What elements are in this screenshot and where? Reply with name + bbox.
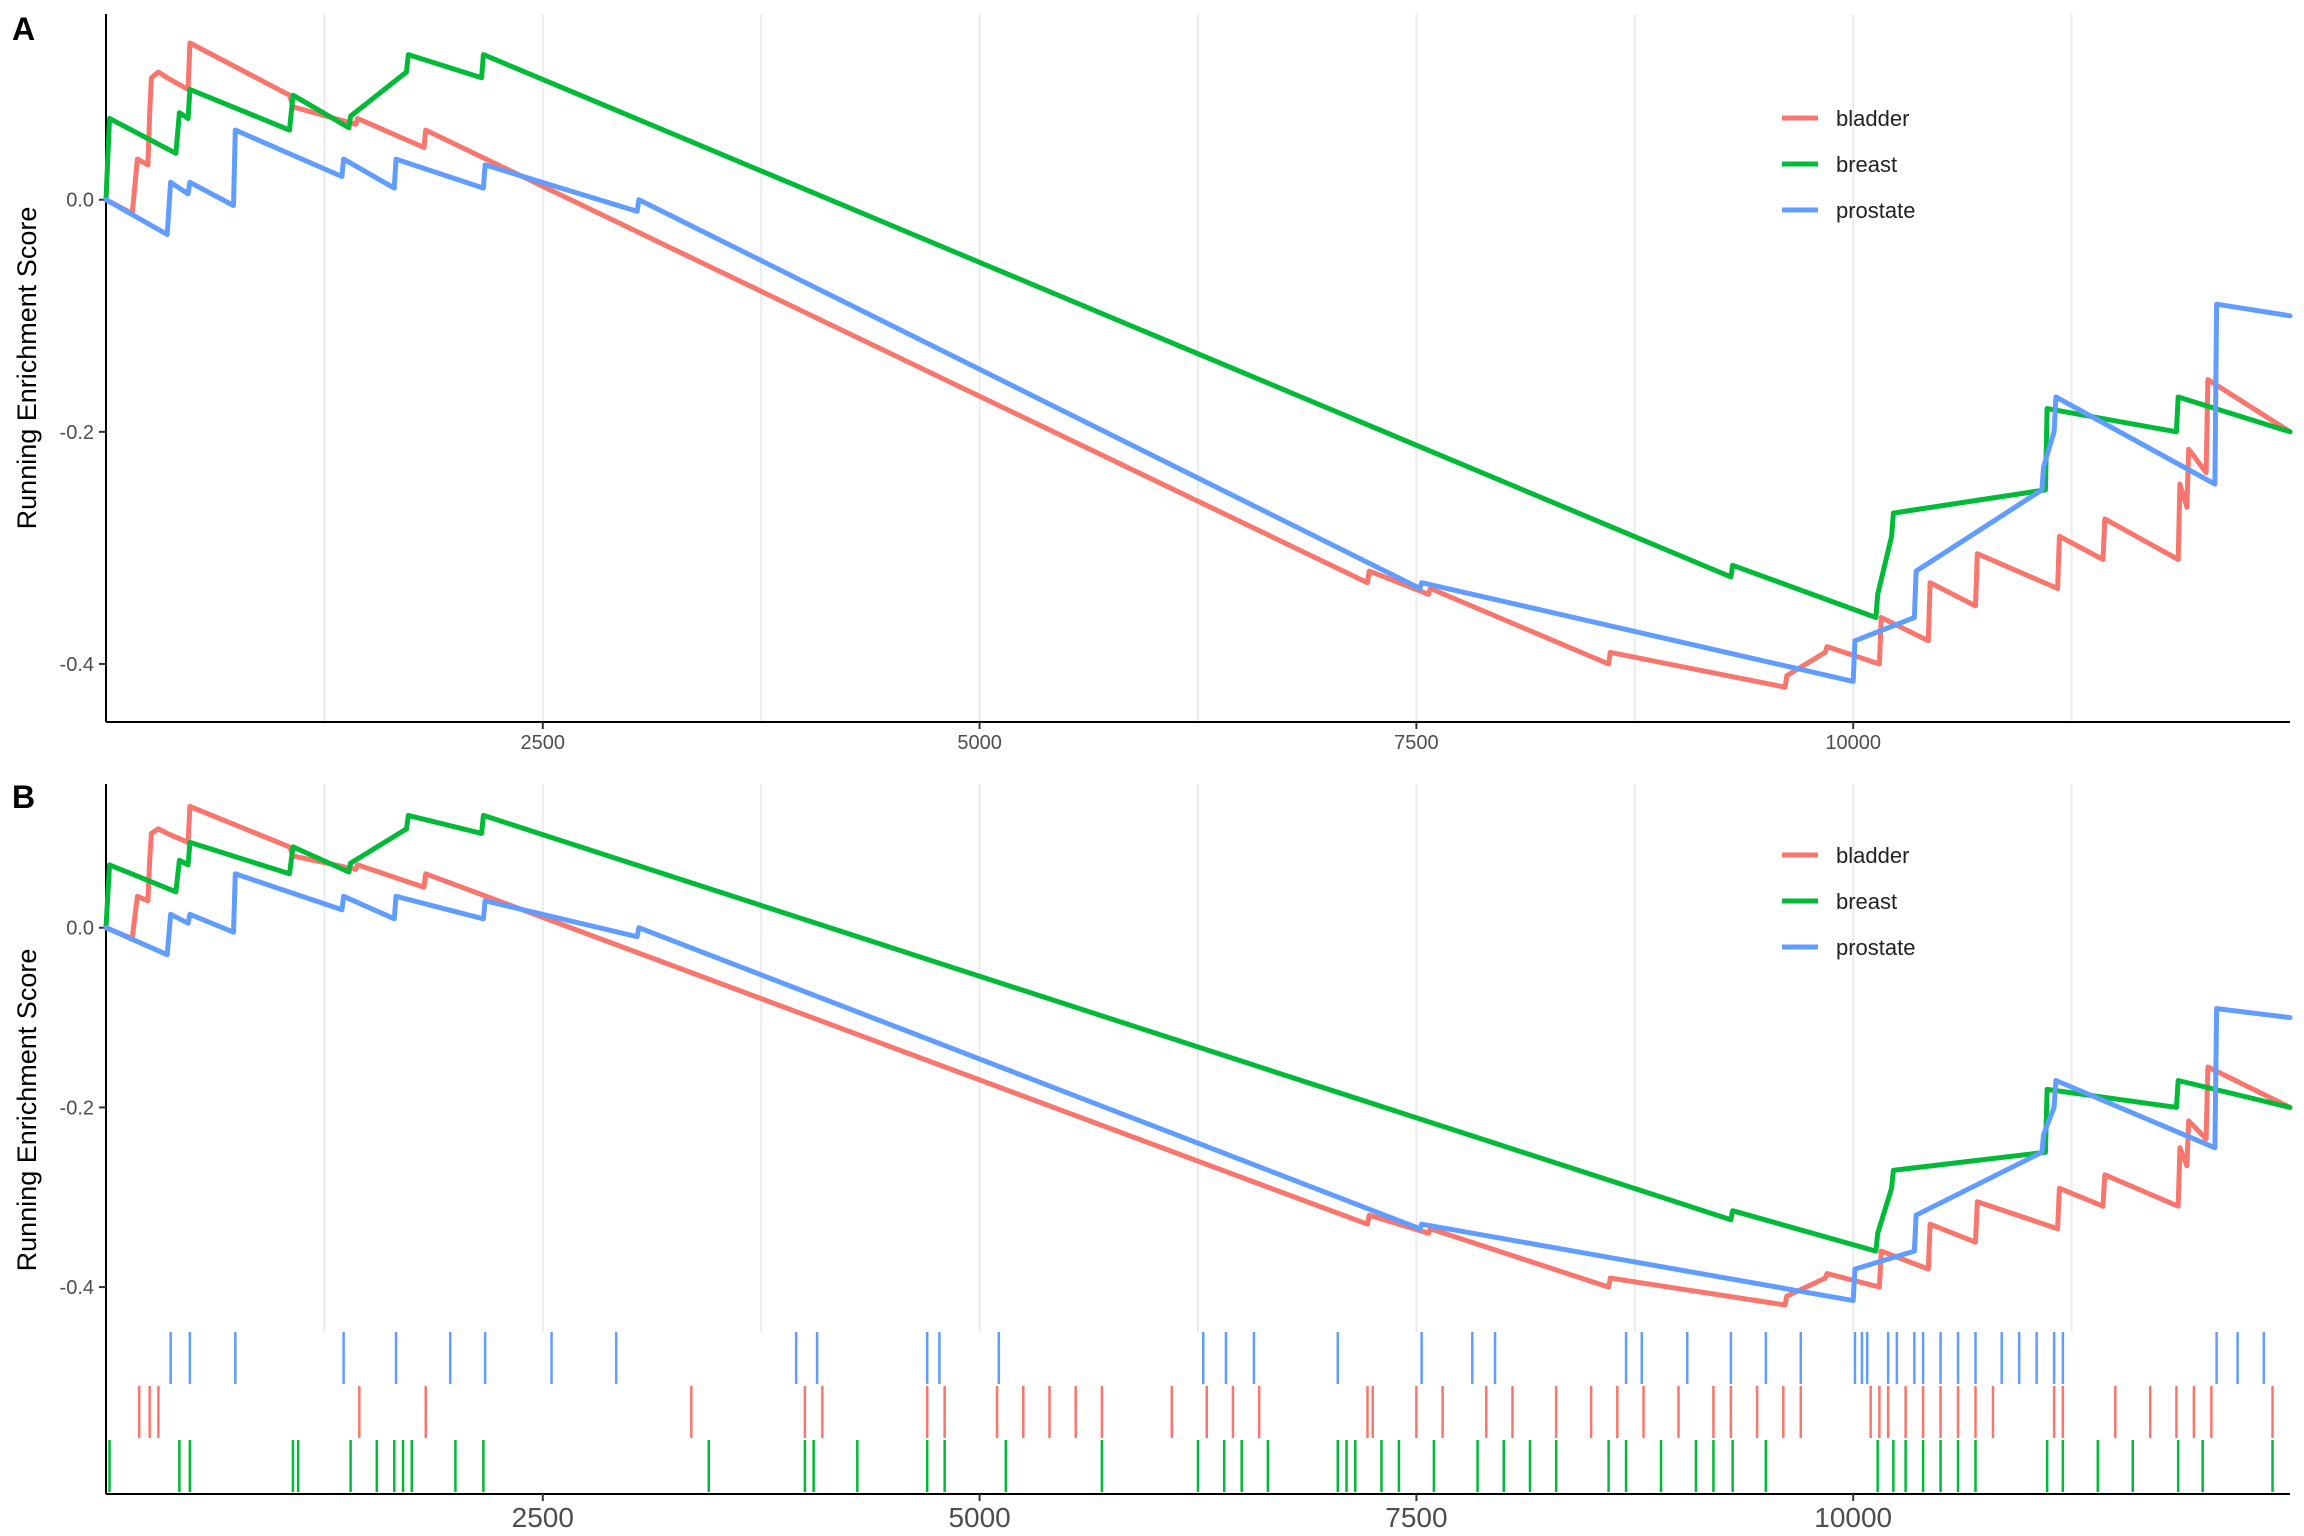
y-tick-label: -0.4	[60, 654, 94, 676]
y-tick-label: 0.0	[66, 190, 94, 212]
x-tick-label: 5000	[957, 732, 1002, 754]
legend-label-prostate: prostate	[1836, 198, 1916, 223]
y-axis-label: Running Enrichment Score	[12, 207, 42, 530]
series-line-bladder	[103, 40, 2293, 690]
series-line-bladder	[103, 804, 2293, 1308]
x-tick-label: 2500	[512, 1502, 574, 1533]
panel-b: B 0.0 -0.2 -0.4 2500 5000 7500 10000 Running En…	[12, 779, 2293, 1533]
legend-label-bladder: bladder	[1836, 843, 1909, 868]
series-line-prostate	[103, 127, 2293, 684]
x-tick-label: 2500	[521, 732, 566, 754]
legend-label-breast: breast	[1836, 889, 1897, 914]
y-tick-label: 0.0	[66, 918, 94, 940]
y-tick-label: -0.4	[60, 1277, 94, 1299]
y-tick-label: -0.2	[60, 422, 94, 444]
panel-label-a: A	[12, 11, 35, 47]
x-tick-label: 7500	[1385, 1502, 1447, 1533]
panel-a: A 0.0 -0.2 -0.4 2500 5000 7500 10000 Running En…	[12, 11, 2293, 754]
x-tick-label: 10000	[1825, 732, 1881, 754]
x-tick-label: 7500	[1394, 732, 1439, 754]
x-tick-label: 10000	[1814, 1502, 1892, 1533]
series-line-breast	[103, 52, 2293, 620]
legend-label-bladder: bladder	[1836, 106, 1909, 131]
legend-label-prostate: prostate	[1836, 935, 1916, 960]
panel-label-b: B	[12, 779, 35, 815]
y-axis-label: Running Enrichment Score	[12, 949, 42, 1272]
legend-label-breast: breast	[1836, 152, 1897, 177]
y-tick-label: -0.2	[60, 1097, 94, 1119]
x-tick-label: 5000	[948, 1502, 1010, 1533]
series-line-breast	[103, 812, 2293, 1254]
series-line-prostate	[103, 871, 2293, 1304]
